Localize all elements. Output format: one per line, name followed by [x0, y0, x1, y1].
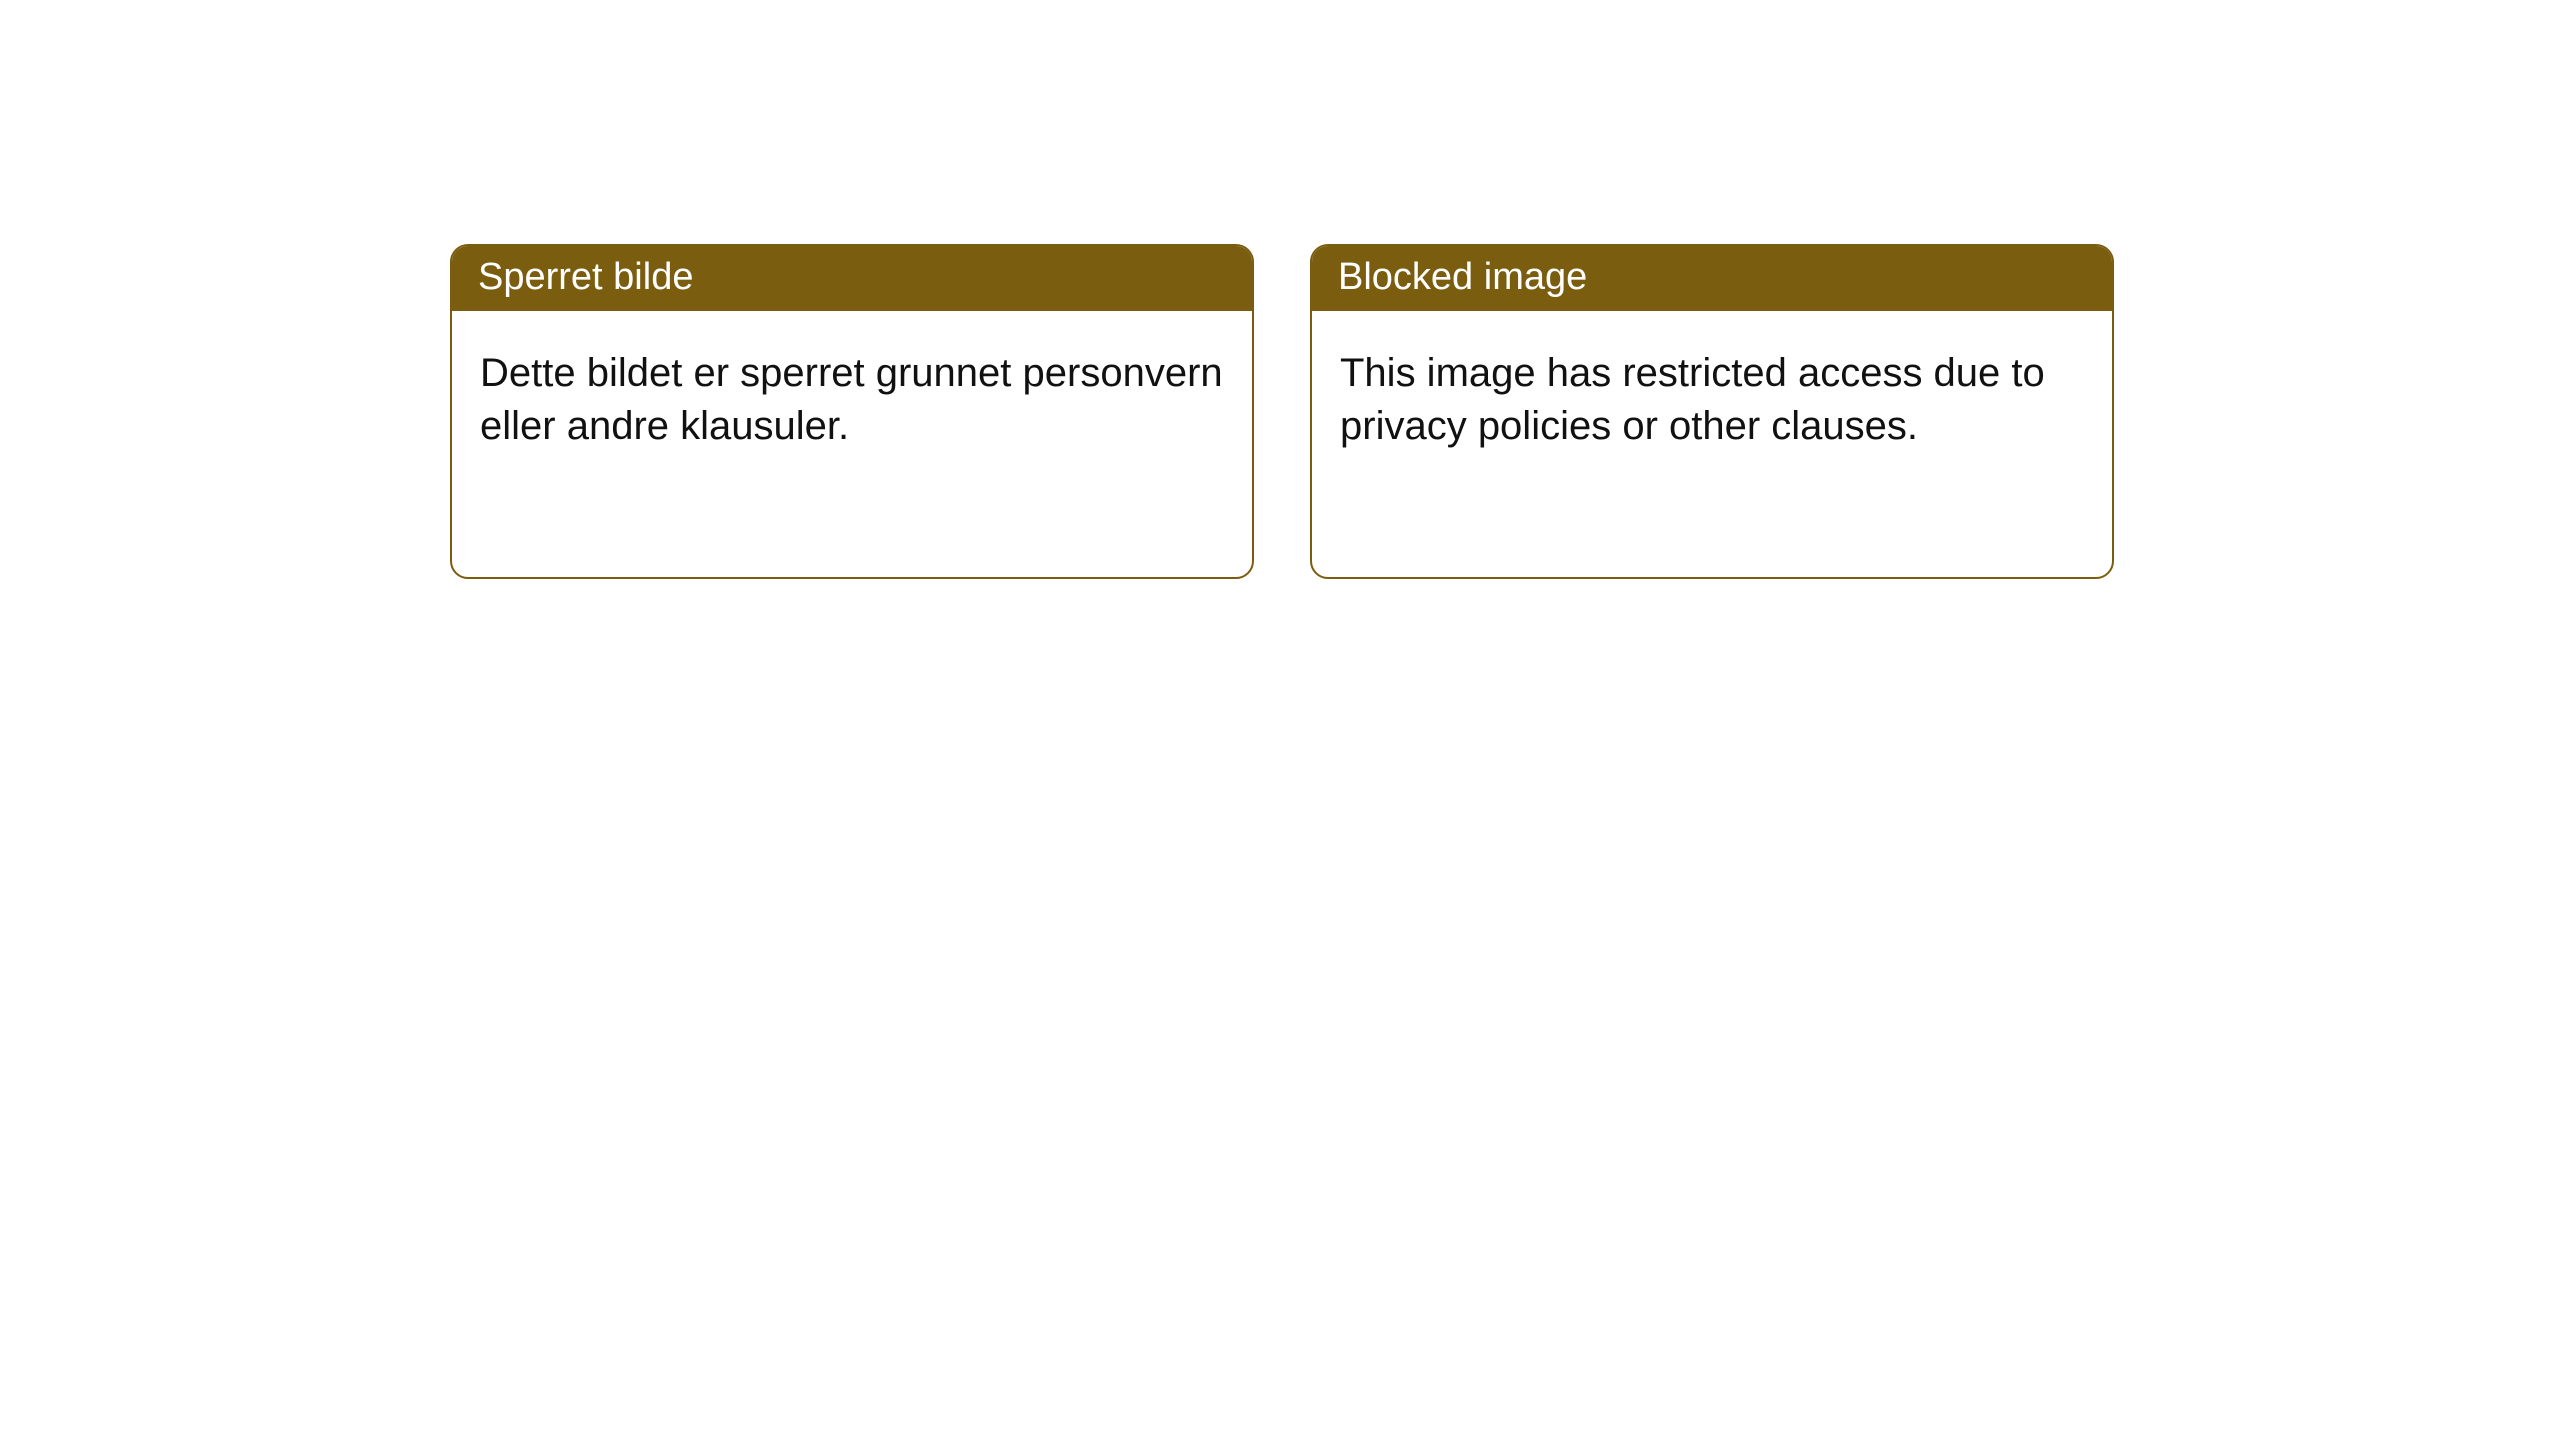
notice-card-no-title: Sperret bilde: [478, 256, 693, 298]
notice-card-en-body: This image has restricted access due to …: [1312, 311, 2112, 481]
notice-card-no-header: Sperret bilde: [452, 246, 1252, 311]
notice-card-no-text: Dette bildet er sperret grunnet personve…: [480, 351, 1223, 448]
notice-card-en-header: Blocked image: [1312, 246, 2112, 311]
notice-card-no: Sperret bilde Dette bildet er sperret gr…: [450, 244, 1254, 579]
notice-card-en-title: Blocked image: [1338, 256, 1587, 298]
notice-container: Sperret bilde Dette bildet er sperret gr…: [0, 0, 2560, 579]
notice-card-no-body: Dette bildet er sperret grunnet personve…: [452, 311, 1252, 481]
notice-card-en-text: This image has restricted access due to …: [1340, 351, 2045, 448]
notice-card-en: Blocked image This image has restricted …: [1310, 244, 2114, 579]
